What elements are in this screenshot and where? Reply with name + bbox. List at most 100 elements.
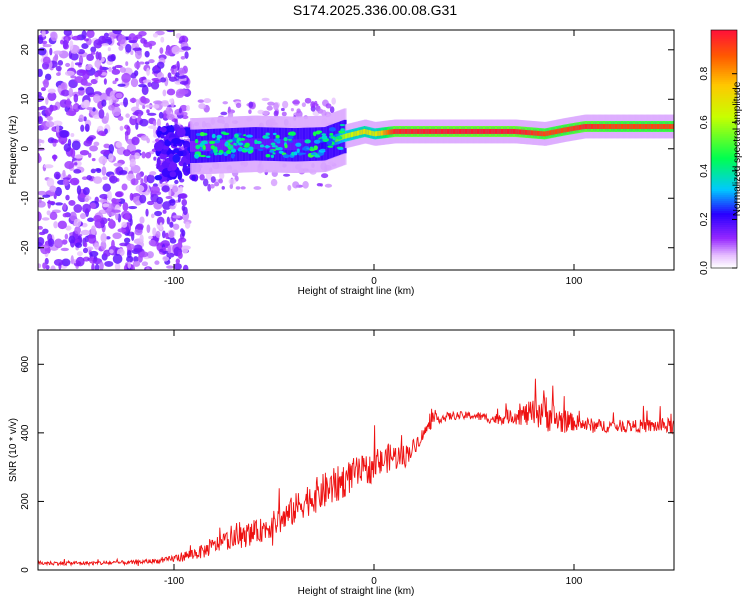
colorbar-cell — [711, 143, 737, 146]
colorbar-cell — [711, 164, 737, 168]
noise-blob — [86, 136, 94, 142]
colorbar-cell — [711, 113, 737, 116]
noise-blob — [172, 154, 181, 163]
noise-blob — [198, 103, 206, 110]
noise-blob — [83, 38, 89, 42]
noise-blob — [88, 152, 92, 158]
colorbar-cell — [711, 160, 737, 164]
noise-blob — [218, 178, 223, 184]
colorbar-cell — [711, 89, 737, 93]
ridge-speckle — [296, 148, 300, 153]
noise-blob — [62, 39, 69, 49]
noise-blob — [145, 267, 150, 270]
ridge-speckle — [231, 148, 237, 153]
ridge-speckle — [246, 134, 253, 138]
noise-blob — [191, 174, 196, 181]
noise-blob — [304, 97, 312, 104]
noise-blob — [125, 61, 129, 67]
noise-blob — [70, 132, 75, 138]
noise-blob — [172, 215, 181, 219]
ridge-speckle — [275, 147, 281, 151]
noise-blob — [64, 70, 75, 77]
noise-blob — [98, 199, 108, 203]
ridge-speckle — [210, 149, 214, 155]
ridge-speckle — [264, 136, 270, 139]
colorbar-cell — [711, 194, 737, 198]
noise-blob — [107, 55, 116, 62]
ridge-speckle — [258, 148, 264, 151]
colorbar-cell — [711, 87, 737, 91]
noise-blob — [153, 156, 157, 161]
colorbar-cell — [711, 35, 737, 39]
colorbar-cell — [711, 33, 737, 37]
ridge-speckle — [273, 138, 281, 143]
ridge-speckle — [209, 140, 216, 145]
ridge-speckle — [288, 140, 294, 143]
noise-blob — [186, 104, 190, 112]
colorbar-tick-label: 0.6 — [699, 115, 710, 129]
noise-blob — [171, 137, 182, 145]
noise-blob — [139, 194, 147, 204]
colorbar-cell — [711, 37, 737, 41]
noise-blob — [85, 86, 95, 96]
noise-blob — [139, 251, 149, 258]
noise-blob — [115, 191, 123, 198]
colorbar-cell — [711, 168, 737, 172]
ridge-speckle — [259, 144, 265, 148]
ridge-speckle — [228, 139, 234, 142]
colorbar-cell — [711, 204, 737, 208]
noise-blob — [107, 47, 111, 52]
noise-blob — [106, 96, 111, 101]
noise-blob — [324, 183, 333, 188]
colorbar-cell — [711, 145, 737, 148]
colorbar-cell — [711, 184, 737, 188]
colorbar-cell — [711, 250, 737, 253]
noise-blob — [100, 240, 107, 251]
noise-blob — [159, 152, 167, 160]
noise-blob — [72, 104, 78, 110]
colorbar-cell — [711, 51, 737, 55]
noise-blob — [169, 238, 177, 244]
colorbar-cell — [711, 246, 737, 249]
noise-blob — [53, 139, 59, 144]
ridge-speckle — [194, 139, 199, 144]
heatmap-ytick-label: 20 — [20, 44, 31, 56]
colorbar-cell — [711, 232, 737, 235]
noise-blob — [53, 50, 63, 55]
noise-blob — [100, 209, 106, 214]
colorbar-cell — [711, 188, 737, 192]
colorbar-cell — [711, 248, 737, 251]
noise-blob — [97, 130, 106, 136]
noise-blob — [70, 148, 76, 159]
noise-blob — [158, 111, 164, 119]
noise-blob — [123, 237, 131, 244]
noise-blob — [199, 174, 205, 181]
colorbar-cell — [711, 69, 737, 73]
noise-blob — [165, 195, 173, 200]
ridge-speckle — [329, 127, 336, 132]
noise-blob — [312, 110, 320, 116]
ridge-speckle — [271, 145, 278, 148]
noise-blob — [181, 205, 186, 212]
noise-blob — [165, 106, 172, 116]
noise-blob — [141, 261, 149, 267]
noise-blob — [38, 237, 45, 246]
noise-blob — [117, 115, 124, 121]
noise-blob — [93, 214, 102, 223]
noise-blob — [57, 220, 67, 230]
noise-blob — [159, 248, 164, 253]
noise-blob — [166, 88, 176, 96]
noise-blob — [160, 36, 165, 43]
noise-blob — [47, 88, 56, 94]
noise-blob — [148, 239, 156, 246]
ridge-speckle — [236, 139, 240, 144]
colorbar-cell — [711, 198, 737, 202]
noise-blob — [150, 81, 160, 90]
snr-xtick-label: -100 — [164, 576, 184, 587]
ridge-speckle — [200, 141, 206, 144]
noise-blob — [48, 238, 55, 247]
colorbar-cell — [711, 55, 737, 59]
ridge-speckle — [293, 151, 298, 156]
noise-blob — [77, 87, 85, 91]
ridge-speckle — [244, 148, 250, 151]
